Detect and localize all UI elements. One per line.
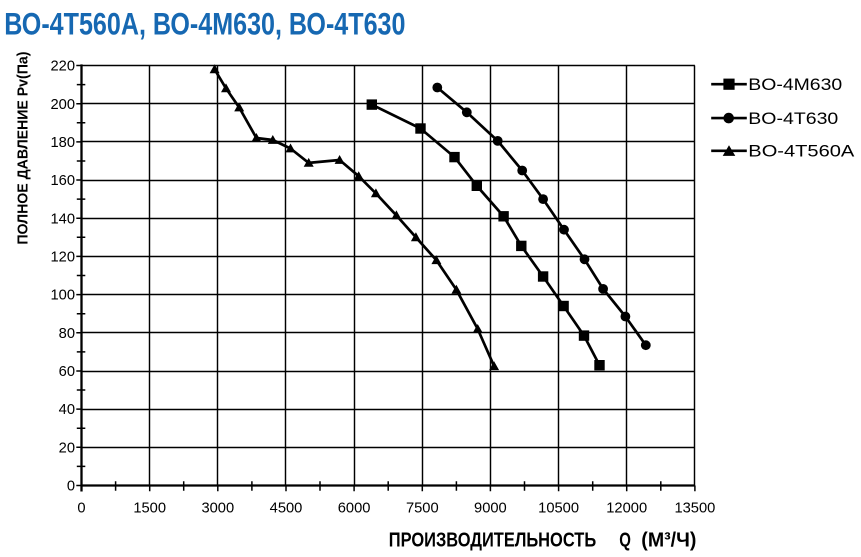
svg-text:140: 140 (50, 211, 75, 227)
svg-text:0: 0 (67, 479, 75, 495)
svg-text:180: 180 (50, 135, 75, 151)
svg-text:200: 200 (50, 97, 75, 113)
svg-text:Q: Q (619, 528, 631, 551)
svg-text:BO-4M630: BO-4M630 (748, 75, 842, 93)
svg-text:100: 100 (50, 288, 75, 304)
svg-text:ВО-4Т560А, ВО-4М630, ВО-4Т630: ВО-4Т560А, ВО-4М630, ВО-4Т630 (4, 7, 405, 42)
svg-text:20: 20 (59, 440, 75, 456)
svg-text:1500: 1500 (133, 501, 166, 517)
svg-text:7500: 7500 (406, 501, 439, 517)
svg-text:4500: 4500 (270, 501, 303, 517)
svg-text:40: 40 (59, 402, 75, 418)
svg-text:60: 60 (59, 364, 75, 380)
svg-text:(М³/Ч): (М³/Ч) (641, 529, 696, 551)
svg-text:160: 160 (50, 173, 75, 189)
svg-text:80: 80 (59, 326, 75, 342)
svg-text:ПРОИЗВОДИТЕЛЬНОСТЬ: ПРОИЗВОДИТЕЛЬНОСТЬ (389, 528, 596, 551)
svg-text:0: 0 (77, 501, 85, 517)
svg-text:3000: 3000 (201, 501, 234, 517)
svg-text:ПОЛНОЕ ДАВЛЕНИЕ Pv(Па): ПОЛНОЕ ДАВЛЕНИЕ Pv(Па) (15, 51, 31, 244)
svg-text:13500: 13500 (674, 501, 715, 517)
svg-text:BO-4T630: BO-4T630 (748, 109, 838, 127)
svg-text:120: 120 (50, 250, 75, 266)
svg-text:9000: 9000 (474, 501, 507, 517)
svg-text:BO-4T560A: BO-4T560A (748, 141, 855, 160)
svg-text:10500: 10500 (538, 501, 579, 517)
svg-text:12000: 12000 (606, 501, 647, 517)
svg-text:6000: 6000 (338, 501, 371, 517)
svg-text:220: 220 (50, 59, 75, 75)
